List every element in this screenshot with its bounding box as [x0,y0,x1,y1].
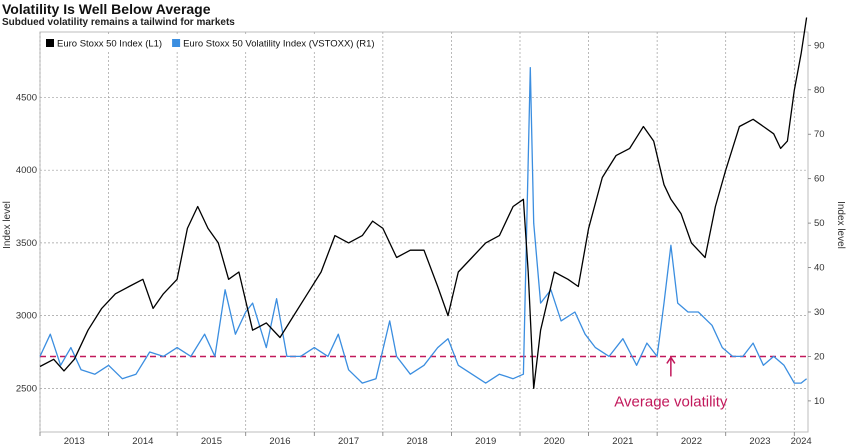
x-tick-label: 2020 [544,436,565,447]
y-tick-label-right: 50 [814,218,825,229]
y-tick-label-right: 40 [814,263,825,274]
x-tick-label: 2015 [201,436,222,447]
vstoxx-line [39,66,808,384]
legend: Euro Stoxx 50 Index (L1) Euro Stoxx 50 Vo… [42,36,375,50]
plot-frame [39,31,809,433]
legend-background [42,36,372,50]
y-axis-label-left: Index level [2,201,13,249]
y-tick-label-right: 20 [814,351,825,362]
x-tick-label: 2013 [64,436,85,447]
y-tick-label-left: 4000 [16,165,37,176]
y-tick-label-left: 3500 [16,238,37,249]
y-tick-label-left: 2500 [16,383,37,394]
legend-label: Euro Stoxx 50 Index (L1) [57,39,162,50]
x-tick-label: 2018 [407,436,428,447]
chart-subtitle: Subdued volatility remains a tailwind fo… [2,17,235,28]
y-tick-label-right: 70 [814,129,825,140]
x-tick-label: 2014 [132,436,153,447]
x-tick-label: 2021 [612,436,633,447]
y-tick-label-right: 30 [814,307,825,318]
series-lines [39,17,808,390]
legend-label: Euro Stoxx 50 Volatility Index (VSTOXX) … [183,39,374,50]
y-tick-label-left: 4500 [16,92,37,103]
axis-ticks: 2013 2014 2015 2016 2017 2018 2019 2020 2021 2022… [16,40,825,447]
legend-swatch [172,39,181,47]
x-tick-label: 2022 [681,436,702,447]
average-line-group: Average volatility [40,355,808,410]
annotation-arrowhead [666,356,676,364]
x-tick-label: 2016 [269,436,290,447]
chart-title: Volatility Is Well Below Average [2,1,211,17]
x-tick-label: 2017 [338,436,359,447]
y-tick-label-right: 10 [814,396,825,407]
y-tick-label-left: 3000 [16,311,37,322]
y-tick-label-right: 60 [814,174,825,185]
y-axis-label-right: Index level [835,201,846,249]
average-volatility-label: Average volatility [614,393,728,410]
grid-lines [39,32,808,432]
legend-swatch [46,39,54,47]
x-tick-label: 2019 [475,436,496,447]
y-tick-label-right: 80 [814,85,825,96]
x-tick-label: 2023 [749,436,770,447]
euro-stoxx-line [39,17,808,390]
y-tick-label-right: 90 [814,40,825,51]
x-tick-label: 2024 [791,436,812,447]
